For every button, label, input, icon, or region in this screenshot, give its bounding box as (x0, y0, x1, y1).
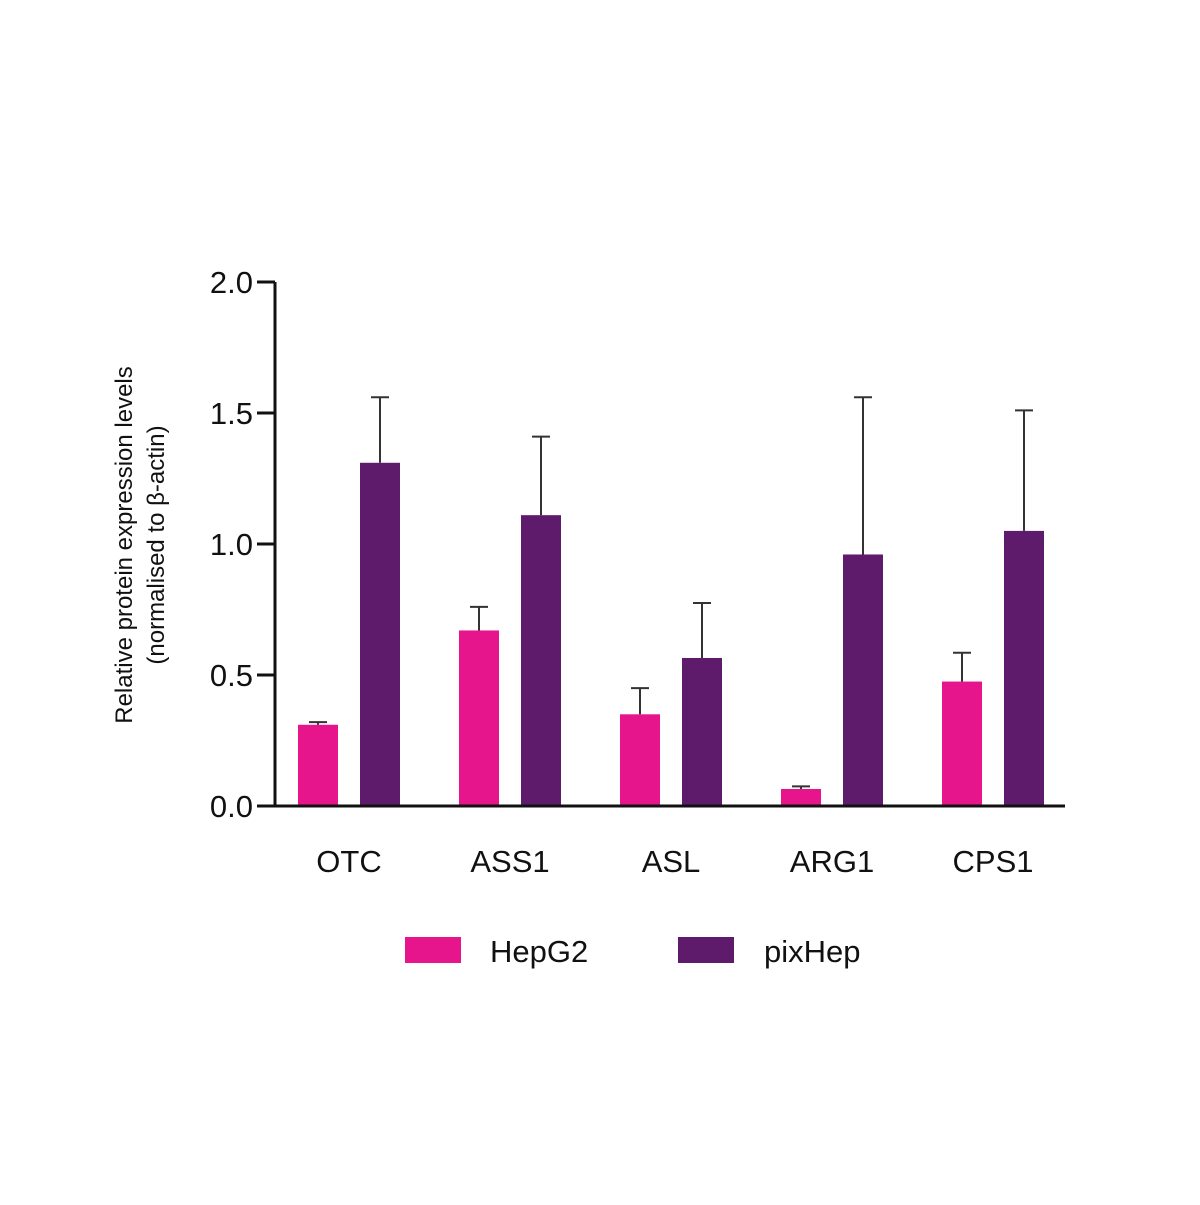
y-tick-label-3: 1.5 (210, 396, 253, 431)
x-tick-label-otc: OTC (316, 844, 381, 879)
x-labels-layer: OTC ASS1 ASL ARG1 CPS1 (316, 844, 1033, 879)
y-tick-label-2: 1.0 (210, 527, 253, 562)
bars-layer (298, 462, 1044, 806)
legend-swatch-hepg2 (405, 937, 461, 963)
y-axis-label: Relative protein expression levels (norm… (111, 366, 170, 724)
y-tick-label-4: 2.0 (210, 265, 253, 300)
x-tick-label-asl: ASL (642, 844, 701, 879)
bar-ass1-hepg2 (459, 630, 499, 806)
y-axis-label-line-1: Relative protein expression levels (111, 366, 138, 724)
y-axis-label-line-2: (normalised to β-actin) (143, 425, 170, 664)
y-ticks-layer: 0.0 0.5 1.0 1.5 2.0 (210, 265, 275, 824)
legend: HepG2 pixHep (405, 934, 861, 969)
bar-otc-hepg2 (298, 724, 338, 806)
legend-label-hepg2: HepG2 (490, 934, 588, 969)
y-tick-label-1: 0.5 (210, 658, 253, 693)
bar-asl-pixhep (682, 657, 722, 806)
bar-arg1-pixhep (843, 554, 883, 806)
bar-arg1-hepg2 (781, 788, 821, 806)
x-tick-label-arg1: ARG1 (790, 844, 874, 879)
bar-otc-pixhep (360, 462, 400, 806)
bar-cps1-pixhep (1004, 530, 1044, 806)
bar-cps1-hepg2 (942, 681, 982, 806)
legend-swatch-pixhep (678, 937, 734, 963)
bar-ass1-pixhep (521, 515, 561, 806)
y-tick-label-0: 0.0 (210, 789, 253, 824)
x-tick-label-ass1: ASS1 (470, 844, 549, 879)
x-tick-label-cps1: CPS1 (953, 844, 1034, 879)
legend-label-pixhep: pixHep (764, 934, 861, 969)
error-bars-layer (309, 396, 1033, 789)
bar-asl-hepg2 (620, 714, 660, 806)
